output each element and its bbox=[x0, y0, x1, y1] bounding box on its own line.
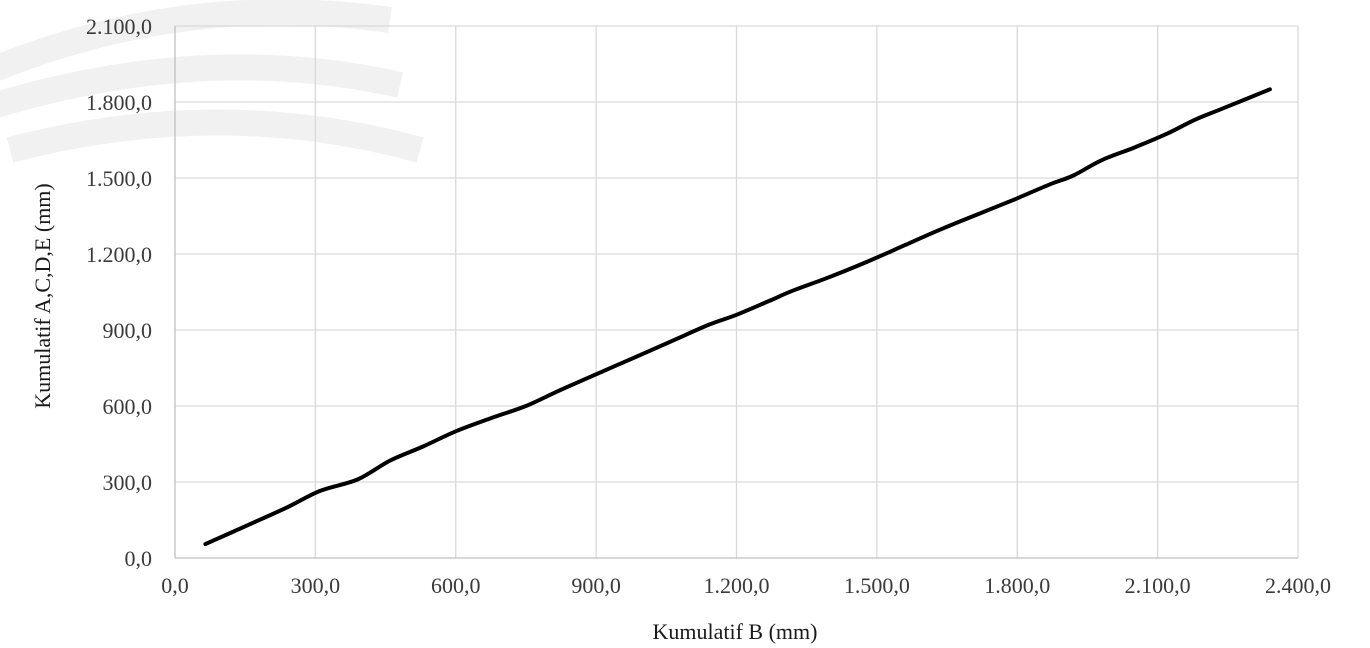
series-line-1 bbox=[203, 87, 1272, 547]
x-tick-label: 2.100,0 bbox=[1125, 573, 1191, 598]
y-tick-label: 0,0 bbox=[125, 546, 153, 571]
y-tick-label: 1.500,0 bbox=[86, 166, 152, 191]
watermark bbox=[0, 0, 424, 163]
y-tick-label: 2.100,0 bbox=[86, 14, 152, 39]
x-tick-label: 900,0 bbox=[571, 573, 621, 598]
x-tick-label: 1.800,0 bbox=[984, 573, 1050, 598]
x-tick-label: 300,0 bbox=[291, 573, 341, 598]
x-tick-label: 1.200,0 bbox=[704, 573, 770, 598]
gridlines bbox=[175, 25, 1299, 558]
x-tick-label: 0,0 bbox=[161, 573, 189, 598]
x-axis-tick-labels: 0,0 300,0 600,0 900,0 1.200,0 1.500,0 1.800,0 2… bbox=[161, 573, 1331, 598]
y-tick-label: 1.200,0 bbox=[86, 242, 152, 267]
x-tick-label: 600,0 bbox=[431, 573, 481, 598]
axes bbox=[174, 26, 1298, 559]
x-tick-label: 2.400,0 bbox=[1265, 573, 1331, 598]
series-group bbox=[203, 87, 1272, 547]
y-tick-label: 1.800,0 bbox=[86, 90, 152, 115]
y-axis-title: Kumulatif A,C,D,E (mm) bbox=[30, 183, 55, 408]
y-tick-label: 300,0 bbox=[103, 470, 153, 495]
y-tick-label: 900,0 bbox=[103, 318, 153, 343]
y-tick-label: 600,0 bbox=[103, 394, 153, 419]
x-axis-title: Kumulatif B (mm) bbox=[653, 619, 818, 644]
y-axis-tick-labels: 0,0 300,0 600,0 900,0 1.200,0 1.500,0 1.800,0 2… bbox=[86, 14, 152, 571]
x-tick-label: 1.500,0 bbox=[844, 573, 910, 598]
